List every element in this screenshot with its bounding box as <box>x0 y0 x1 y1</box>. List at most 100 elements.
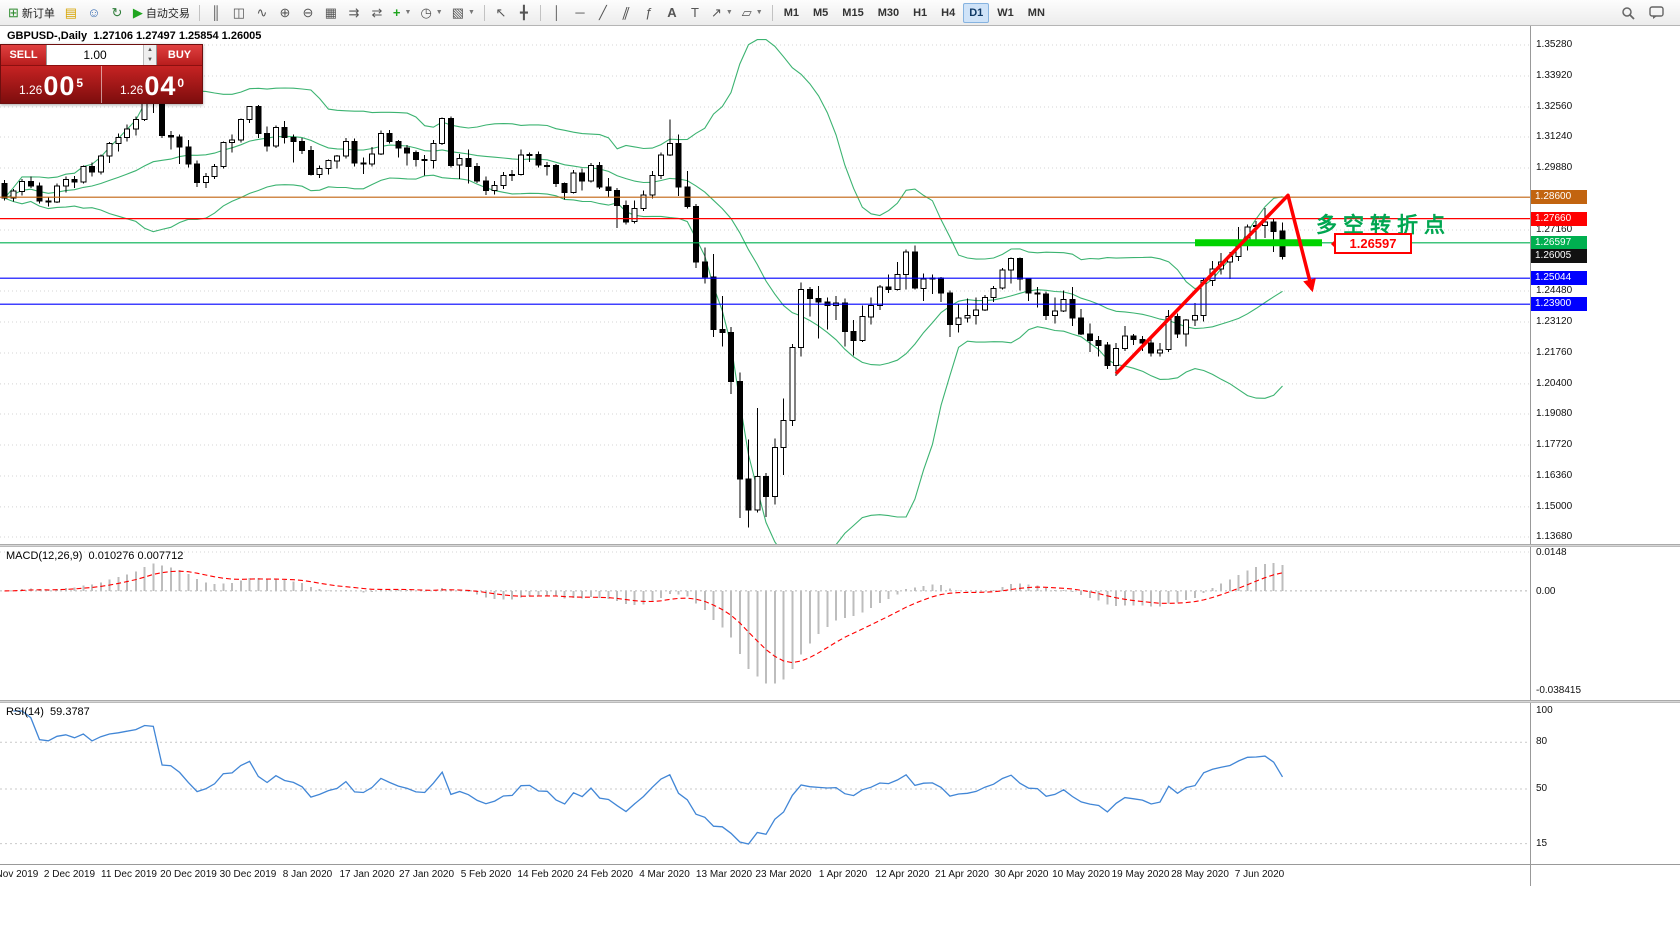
autotrading-button[interactable]: ▶ 自动交易 <box>129 2 194 23</box>
date-label: 21 Apr 2020 <box>935 869 989 880</box>
templates-button[interactable]: ▧ ▼ <box>448 2 479 23</box>
text-label-button[interactable]: T <box>684 2 706 23</box>
arrows-button[interactable]: ↗ ▼ <box>707 2 737 23</box>
price-axis-divider <box>1530 26 1531 886</box>
level-price-tag: 1.25044 <box>1531 271 1587 286</box>
horizontal-line-button[interactable]: ─ <box>569 2 591 23</box>
timeframe-m1-button[interactable]: M1 <box>783 6 800 19</box>
shapes-button[interactable]: ▱ ▼ <box>738 2 767 23</box>
lot-decrease-button[interactable]: ▼ <box>144 55 156 65</box>
lot-size-field[interactable]: 1.00 ▲ ▼ <box>46 45 157 65</box>
bid-price-panel[interactable]: 1.26 00 5 <box>1 66 101 103</box>
price-callout-label: 1.26597 <box>1331 232 1412 254</box>
timeframe-m15-button[interactable]: M15 <box>842 6 864 19</box>
autotrading-label: 自动交易 <box>145 7 190 20</box>
pane-separator[interactable] <box>0 544 1680 547</box>
macd-values-label: 0.010276 0.007712 <box>88 550 184 562</box>
toolbar-separator <box>198 4 200 21</box>
timeframe-group: M1 M5 M15 M30 H1 H4 D1 W1 MN <box>778 2 1051 23</box>
timeframe-m5-button[interactable]: M5 <box>813 6 829 19</box>
template-icon: ▧ <box>451 5 465 20</box>
date-label: 13 Mar 2020 <box>695 869 753 880</box>
price-axis-label: 1.19080 <box>1536 408 1573 419</box>
profiles-button[interactable]: ▤ <box>60 2 82 23</box>
date-label: 27 Jan 2020 <box>398 869 455 880</box>
macd-name-label: MACD(12,26,9) <box>6 550 83 562</box>
date-label: 8 Jan 2020 <box>282 869 333 880</box>
chart-title: GBPUSD-,Daily 1.27106 1.27497 1.25854 1.… <box>7 30 261 42</box>
channel-icon: ∥ <box>620 5 632 20</box>
refresh-icon: ↻ <box>111 5 123 20</box>
symbol-period-label: GBPUSD-,Daily <box>7 30 88 42</box>
auto-scroll-button[interactable]: ⇉ <box>343 2 365 23</box>
new-order-button[interactable]: ⊞ 新订单 <box>4 2 59 23</box>
main-toolbar: ⊞ 新订单 ▤ ☺ ↻ ▶ 自动交易 ║ ◫ ∿ ⊕ ⊖ ▦ ⇉ ⇄ + ▼ ◷ ▼… <box>0 0 1680 26</box>
rsi-pane[interactable] <box>0 703 1530 864</box>
price-axis-label: 1.29880 <box>1536 162 1573 173</box>
bid-prefix: 1.26 <box>18 83 43 97</box>
date-label: 30 Dec 2019 <box>219 869 277 880</box>
tile-windows-button[interactable]: ▦ <box>320 2 342 23</box>
zoom-out-button[interactable]: ⊖ <box>297 2 319 23</box>
date-label: 4 Mar 2020 <box>639 869 690 880</box>
buy-button[interactable]: BUY <box>157 45 202 65</box>
cursor-button[interactable]: ↖ <box>490 2 512 23</box>
zoom-in-icon: ⊕ <box>279 5 291 20</box>
text-icon: A <box>667 5 677 20</box>
line-chart-button[interactable]: ∿ <box>251 2 273 23</box>
date-label: 1 Apr 2020 <box>818 869 868 880</box>
crosshair-button[interactable]: ╋ <box>513 2 535 23</box>
price-axis-label: 1.27160 <box>1536 223 1573 235</box>
lot-increase-button[interactable]: ▲ <box>144 45 156 55</box>
channel-button[interactable]: ∥ <box>615 2 637 23</box>
candlestick-button[interactable]: ◫ <box>228 2 250 23</box>
bar-chart-button[interactable]: ║ <box>205 2 227 23</box>
zoom-in-button[interactable]: ⊕ <box>274 2 296 23</box>
date-label: 10 May 2020 <box>1052 869 1110 880</box>
chart-shift-icon: ⇄ <box>371 5 383 20</box>
price-axis-label: 1.21760 <box>1536 346 1573 358</box>
pane-separator[interactable] <box>0 700 1680 703</box>
main-chart-pane[interactable] <box>0 26 1530 544</box>
autotrading-play-icon: ▶ <box>132 5 143 20</box>
shapes-icon: ▱ <box>741 5 752 20</box>
search-icon <box>1622 6 1635 20</box>
timeframe-d1-button[interactable]: D1 <box>963 2 990 23</box>
macd-pane[interactable] <box>0 547 1530 700</box>
level-price-tag: 1.27660 <box>1531 211 1587 226</box>
chart-shift-button[interactable]: ⇄ <box>366 2 388 23</box>
periods-button[interactable]: ◷ ▼ <box>416 2 446 23</box>
toolbar-separator <box>483 4 485 21</box>
level-price-tag: 1.23900 <box>1531 297 1587 312</box>
rsi-value-label: 59.3787 <box>50 706 90 718</box>
refresh-button[interactable]: ↻ <box>106 2 128 23</box>
date-label: 14 Feb 2020 <box>517 869 574 880</box>
fibonacci-icon: ƒ <box>645 5 653 20</box>
date-label: 7 Jun 2020 <box>1234 869 1285 880</box>
search-button[interactable] <box>1617 2 1639 23</box>
trendline-button[interactable]: ╱ <box>592 2 614 23</box>
bar-chart-icon: ║ <box>211 5 221 20</box>
price-axis-label: 1.23120 <box>1536 315 1573 327</box>
timeframe-m30-button[interactable]: M30 <box>877 6 900 19</box>
date-label: 30 Apr 2020 <box>994 869 1049 880</box>
ask-price-panel[interactable]: 1.26 04 0 <box>101 66 202 103</box>
text-button[interactable]: A <box>661 2 683 23</box>
new-order-icon: ⊞ <box>8 5 19 20</box>
line-chart-icon: ∿ <box>256 5 268 20</box>
timeframe-h4-button[interactable]: H4 <box>941 6 956 19</box>
timeframe-w1-button[interactable]: W1 <box>997 6 1014 19</box>
vertical-line-button[interactable]: │ <box>546 2 568 23</box>
timeframe-h1-button[interactable]: H1 <box>913 6 928 19</box>
market-watch-button[interactable]: ☺ <box>83 2 105 23</box>
fibonacci-button[interactable]: ƒ <box>638 2 660 23</box>
macd-histogram <box>12 563 1284 684</box>
sell-button[interactable]: SELL <box>1 45 46 65</box>
timeframe-mn-button[interactable]: MN <box>1027 6 1045 19</box>
price-axis-label: 1.13680 <box>1536 531 1573 542</box>
indicators-button[interactable]: + ▼ <box>389 2 416 23</box>
price-axis-label: 1.17720 <box>1536 438 1573 450</box>
chat-button[interactable] <box>1645 2 1668 23</box>
